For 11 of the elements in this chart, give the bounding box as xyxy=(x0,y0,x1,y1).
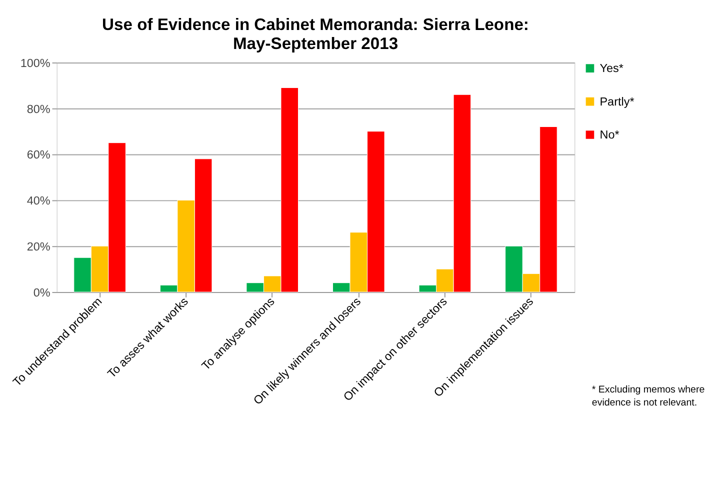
y-tick-label: 20% xyxy=(26,240,50,254)
y-tick-label: 60% xyxy=(26,148,50,162)
y-tick-label: 0% xyxy=(33,286,50,300)
legend-label: Yes* xyxy=(600,62,624,76)
text: * Excluding memos where evidence is not relevant. xyxy=(592,384,705,408)
chart-title: Use of Evidence in Cabinet Memoranda: Sierra Leone: May-September 2013 xyxy=(102,15,529,53)
y-tick-label: 80% xyxy=(26,102,50,116)
legend-label: Partly* xyxy=(600,95,635,108)
y-tick-label: 100% xyxy=(20,56,50,70)
legend-label: No* xyxy=(600,128,620,142)
y-tick-label: 40% xyxy=(26,194,50,208)
